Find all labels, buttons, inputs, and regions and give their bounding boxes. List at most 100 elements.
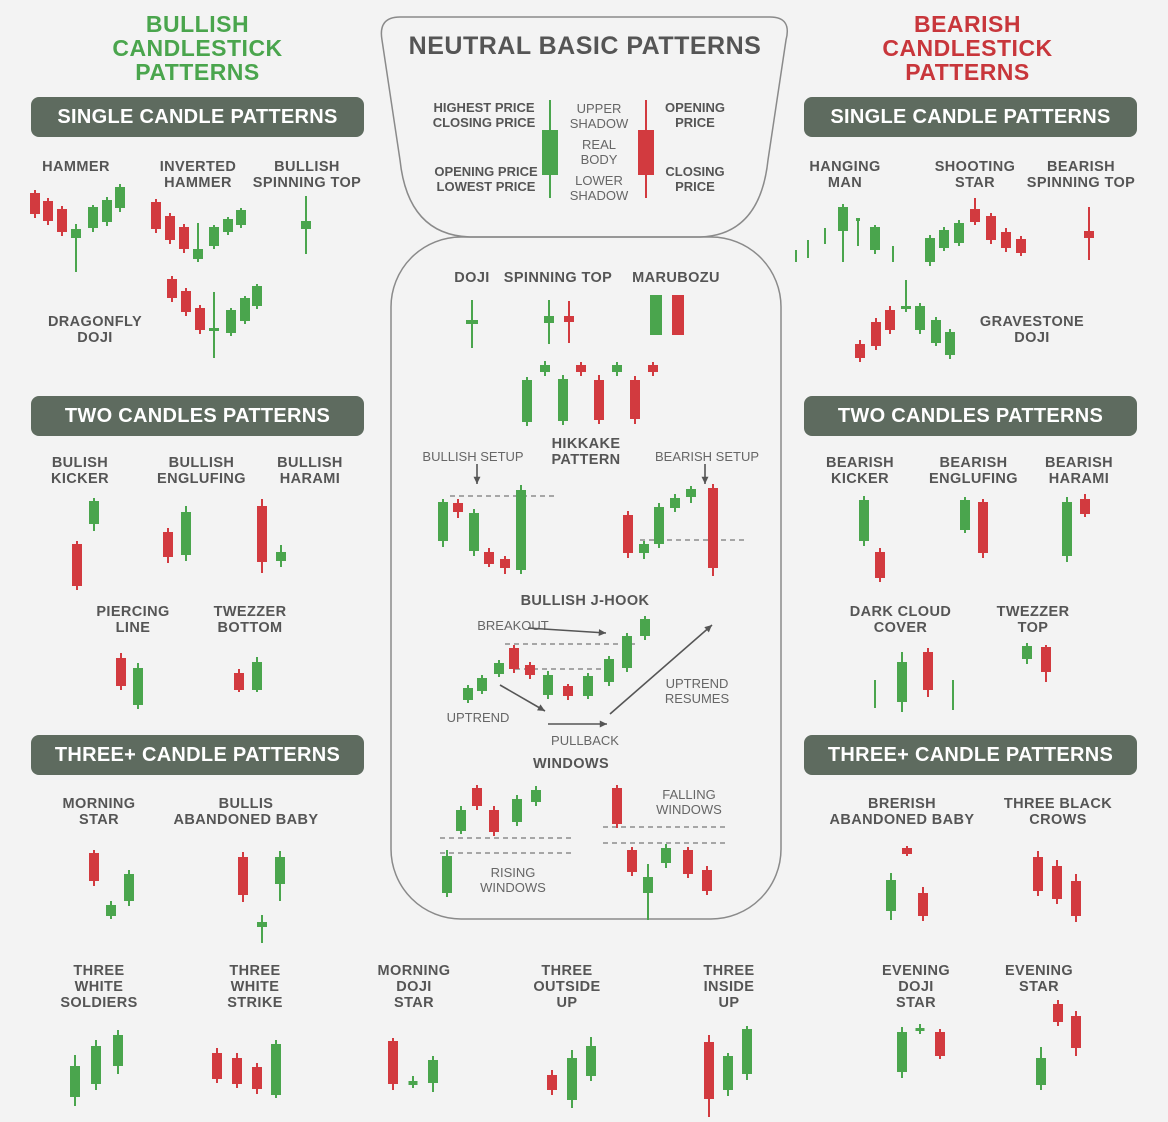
- bullish-harami-label: BULLISH HARAMI: [277, 455, 343, 487]
- bearish-three-pill: THREE+ CANDLE PATTERNS: [804, 735, 1137, 775]
- candle-body: [627, 850, 637, 872]
- opening-lowest-label: OPENING PRICE LOWEST PRICE: [434, 164, 538, 194]
- candle-body: [102, 200, 112, 222]
- breakout-label: BREAKOUT: [477, 618, 549, 633]
- candle-body: [1071, 881, 1081, 916]
- candle-body: [648, 365, 658, 372]
- candle-body: [509, 648, 519, 669]
- evening-doji-star-label: EVENING DOJI STAR: [881, 963, 951, 1011]
- candle-body: [542, 130, 558, 175]
- candle-body: [923, 652, 933, 690]
- three-inside-up-label: THREE INSIDE UP: [703, 963, 755, 1011]
- opening-price-label: OPENING PRICE: [665, 100, 725, 130]
- candle-body: [1036, 1058, 1046, 1085]
- candle-body: [1033, 857, 1043, 891]
- candle-body: [209, 227, 219, 246]
- candle-body: [576, 365, 586, 372]
- candle-body: [640, 619, 650, 636]
- candle-body: [124, 874, 134, 901]
- candle-body: [723, 1056, 733, 1090]
- candle-body: [915, 306, 925, 330]
- candle-body: [226, 310, 236, 333]
- dragonfly-doji-label: DRAGONFLY DOJI: [47, 314, 143, 346]
- spinning-top-label: SPINNING TOP: [503, 270, 613, 286]
- bearish-spinning-top-label: BEARISH SPINNING TOP: [1026, 159, 1136, 191]
- candle-body: [209, 328, 219, 331]
- morning-star-label: MORNING STAR: [62, 796, 136, 828]
- candle-body: [870, 227, 880, 250]
- lower-shadow-label: LOWER SHADOW: [569, 173, 629, 203]
- arrow-head: [537, 704, 545, 711]
- candle-body: [301, 221, 311, 229]
- shooting-star-label: SHOOTING STAR: [934, 159, 1016, 191]
- candle-body: [960, 500, 970, 530]
- candle-body: [925, 238, 935, 262]
- arrow-head: [599, 720, 607, 728]
- tweezer-bottom-label: TWEZZER BOTTOM: [213, 604, 287, 636]
- candle-body: [151, 202, 161, 229]
- candle-body: [113, 1035, 123, 1066]
- candle-body: [871, 322, 881, 346]
- candle-body: [954, 223, 964, 243]
- candle-body: [428, 1060, 438, 1083]
- candle-body: [630, 380, 640, 419]
- hanging-man-label: HANGING MAN: [809, 159, 881, 191]
- candle-body: [43, 201, 53, 221]
- arrow-head: [704, 625, 712, 633]
- candle-body: [525, 665, 535, 675]
- real-body-label: REAL BODY: [580, 137, 618, 167]
- candle-body: [238, 857, 248, 895]
- candle-body: [978, 502, 988, 553]
- dark-cloud-label: DARK CLOUD COVER: [849, 604, 952, 636]
- jhook-title: BULLISH J-HOOK: [520, 593, 650, 609]
- candle-body: [1084, 231, 1094, 238]
- candle-body: [875, 552, 885, 578]
- piercing-line-label: PIERCING LINE: [96, 604, 170, 636]
- candle-body: [897, 662, 907, 702]
- arrow-line: [609, 624, 713, 715]
- bullish-abandoned-label: BULLIS ABANDONED BABY: [173, 796, 319, 828]
- candle-body: [522, 380, 532, 422]
- candle-body: [472, 788, 482, 806]
- candle-body: [859, 500, 869, 541]
- candle-body: [234, 673, 244, 690]
- candle-body: [257, 922, 267, 927]
- candle-body: [543, 675, 553, 695]
- candle-body: [885, 310, 895, 330]
- candle-body: [181, 512, 191, 555]
- arrow-head: [598, 629, 606, 637]
- candle-body: [650, 295, 662, 335]
- bullish-three-pill: THREE+ CANDLE PATTERNS: [31, 735, 364, 775]
- candle-body: [531, 790, 541, 802]
- inverted-hammer-label: INVERTED HAMMER: [159, 159, 237, 191]
- bearish-single-pill: SINGLE CANDLE PATTERNS: [804, 97, 1137, 137]
- gravestone-doji-label: GRAVESTONE DOJI: [979, 314, 1085, 346]
- candle-body: [223, 219, 233, 232]
- candle-body: [897, 1032, 907, 1072]
- candle-body: [71, 229, 81, 238]
- closing-price-label: CLOSING PRICE: [665, 164, 725, 194]
- arrow-head: [473, 476, 481, 484]
- candle-body: [935, 1032, 945, 1056]
- candle-body: [856, 218, 860, 221]
- candle-body: [918, 893, 928, 916]
- candle-body: [638, 130, 654, 175]
- hikkake-title: HIKKAKE PATTERN: [551, 436, 621, 468]
- candle-body: [72, 544, 82, 586]
- candle-body: [1080, 499, 1090, 514]
- candle-body: [181, 291, 191, 312]
- tweezer-top-label: TWEZZER TOP: [996, 604, 1070, 636]
- candle-body: [564, 316, 574, 322]
- candle-body: [275, 857, 285, 884]
- candle-body: [612, 788, 622, 824]
- candle-body: [540, 365, 550, 372]
- candle-body: [193, 249, 203, 259]
- uptrend-label: UPTREND: [446, 710, 510, 725]
- candle-body: [838, 207, 848, 231]
- candle-body: [163, 532, 173, 557]
- arrow-head: [701, 476, 709, 484]
- bullish-kicker-label: BULISH KICKER: [51, 455, 109, 487]
